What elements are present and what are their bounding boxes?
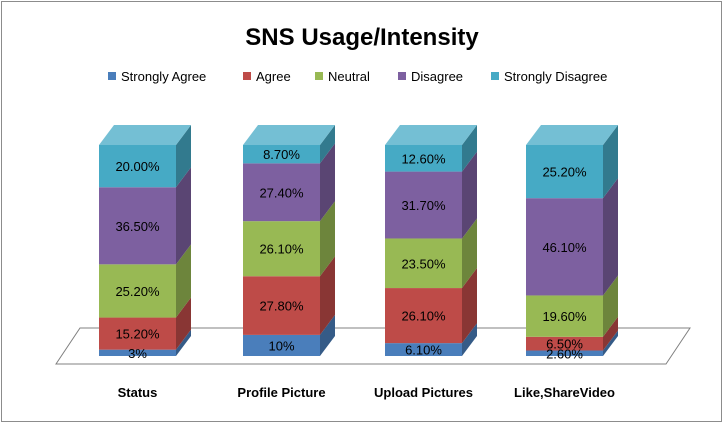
data-label-upload-pictures-neutral: 23.50% bbox=[401, 256, 446, 271]
bar-profile-picture-strongly-disagree-side bbox=[320, 125, 335, 164]
data-label-profile-picture-disagree: 27.40% bbox=[259, 185, 304, 200]
legend-swatch-strongly-agree bbox=[108, 72, 116, 80]
bar-like-sharevideo-strongly-disagree-side bbox=[603, 125, 618, 199]
bar-upload-pictures-agree-side bbox=[462, 268, 477, 344]
bar-upload-pictures-strongly-disagree bbox=[385, 145, 462, 172]
data-label-profile-picture-agree: 27.80% bbox=[259, 299, 304, 314]
data-label-profile-picture-neutral: 26.10% bbox=[259, 242, 304, 257]
bar-top-like-sharevideo bbox=[526, 125, 618, 145]
legend-label-agree: Agree bbox=[256, 69, 291, 84]
data-label-like-sharevideo-disagree: 46.10% bbox=[542, 240, 587, 255]
legend: Strongly Agree Agree Neutral Disagree Strong… bbox=[108, 69, 607, 84]
data-label-status-agree: 15.20% bbox=[115, 327, 160, 342]
legend-swatch-neutral bbox=[315, 72, 323, 80]
x-tick-label-like-sharevideo: Like,ShareVideo bbox=[514, 385, 615, 400]
bar-profile-picture-disagree bbox=[243, 163, 320, 222]
legend-swatch-disagree bbox=[398, 72, 406, 80]
bar-status-agree bbox=[99, 317, 176, 350]
legend-swatch-strongly-disagree bbox=[491, 72, 499, 80]
x-axis-labels: Status Profile Picture Upload Pictures Like… bbox=[118, 385, 615, 400]
data-label-like-sharevideo-agree: 6.50% bbox=[546, 337, 583, 352]
bar-status-agree-side bbox=[176, 297, 191, 350]
bar-status-disagree bbox=[99, 187, 176, 265]
bar-upload-pictures-strongly-disagree-side bbox=[462, 125, 477, 172]
bar-profile-picture-strongly-disagree bbox=[243, 145, 320, 164]
bar-upload-pictures-disagree-side bbox=[462, 151, 477, 239]
data-label-upload-pictures-disagree: 31.70% bbox=[401, 198, 446, 213]
data-label-status-strongly-agree: 3% bbox=[128, 346, 147, 361]
bar-status-disagree-side bbox=[176, 167, 191, 265]
bar-status-strongly-agree bbox=[99, 349, 176, 356]
legend-label-strongly-agree: Strongly Agree bbox=[121, 69, 206, 84]
bar-status-neutral bbox=[99, 264, 176, 318]
bar-profile-picture-neutral bbox=[243, 221, 320, 277]
chart-title: SNS Usage/Intensity bbox=[245, 24, 479, 51]
data-label-upload-pictures-agree: 26.10% bbox=[401, 309, 446, 324]
bar-top-profile-picture bbox=[243, 125, 335, 145]
bar-like-sharevideo-strongly-agree bbox=[526, 350, 603, 356]
bar-upload-pictures-disagree bbox=[385, 171, 462, 239]
legend-swatch-agree bbox=[243, 72, 251, 80]
bar-status-strongly-disagree-side bbox=[176, 125, 191, 188]
bar-like-sharevideo-agree-side bbox=[603, 316, 618, 351]
data-label-like-sharevideo-strongly-agree: 2.60% bbox=[546, 346, 583, 361]
legend-label-disagree: Disagree bbox=[411, 69, 463, 84]
data-label-upload-pictures-strongly-disagree: 12.60% bbox=[401, 151, 446, 166]
bar-top-status bbox=[99, 125, 191, 145]
data-label-upload-pictures-strongly-agree: 6.10% bbox=[405, 343, 442, 358]
bar-profile-picture-neutral-side bbox=[320, 201, 335, 277]
data-label-status-neutral: 25.20% bbox=[115, 284, 160, 299]
bar-like-sharevideo-neutral bbox=[526, 295, 603, 337]
bar-like-sharevideo-strongly-disagree bbox=[526, 145, 603, 199]
bar-profile-picture-agree-side bbox=[320, 256, 335, 335]
bars: 3% 15.20% 25.20% 36.50% 20.00% 10% 27.80% 26.10… bbox=[99, 125, 618, 361]
x-tick-label-upload-pictures: Upload Pictures bbox=[374, 385, 473, 400]
bar-like-sharevideo-neutral-side bbox=[603, 275, 618, 337]
bar-upload-pictures-strongly-agree-side bbox=[462, 323, 477, 356]
data-label-profile-picture-strongly-agree: 10% bbox=[268, 338, 294, 353]
bar-upload-pictures-neutral bbox=[385, 238, 462, 289]
bar-like-sharevideo-disagree bbox=[526, 198, 603, 296]
bar-upload-pictures-agree bbox=[385, 288, 462, 344]
legend-label-neutral: Neutral bbox=[328, 69, 370, 84]
bar-upload-pictures-neutral-side bbox=[462, 218, 477, 289]
legend-label-strongly-disagree: Strongly Disagree bbox=[504, 69, 607, 84]
bar-profile-picture-strongly-agree-side bbox=[320, 314, 335, 356]
bar-upload-pictures-strongly-agree bbox=[385, 343, 462, 356]
bar-status-strongly-agree-side bbox=[176, 329, 191, 356]
bar-like-sharevideo-strongly-agree-side bbox=[603, 330, 618, 356]
data-label-like-sharevideo-neutral: 19.60% bbox=[542, 309, 587, 324]
bar-profile-picture-strongly-agree bbox=[243, 334, 320, 356]
bar-profile-picture-disagree-side bbox=[320, 143, 335, 222]
bar-status-strongly-disagree bbox=[99, 145, 176, 188]
data-label-like-sharevideo-strongly-disagree: 25.20% bbox=[542, 165, 587, 180]
bar-profile-picture-agree bbox=[243, 276, 320, 335]
bar-status-neutral-side bbox=[176, 244, 191, 318]
data-label-profile-picture-strongly-disagree: 8.70% bbox=[263, 147, 300, 162]
bar-top-upload-pictures bbox=[385, 125, 477, 145]
x-tick-label-profile-picture: Profile Picture bbox=[237, 385, 325, 400]
data-label-status-strongly-disagree: 20.00% bbox=[115, 159, 160, 174]
bar-like-sharevideo-disagree-side bbox=[603, 178, 618, 296]
data-label-status-disagree: 36.50% bbox=[115, 219, 160, 234]
x-tick-label-status: Status bbox=[118, 385, 158, 400]
bar-like-sharevideo-agree bbox=[526, 336, 603, 351]
